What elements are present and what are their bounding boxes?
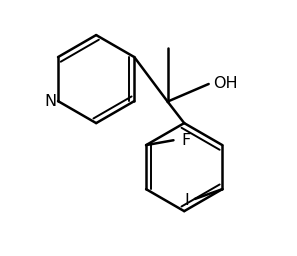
Text: N: N xyxy=(44,94,56,109)
Text: OH: OH xyxy=(214,77,238,91)
Text: F: F xyxy=(181,133,191,148)
Text: I: I xyxy=(184,193,189,208)
